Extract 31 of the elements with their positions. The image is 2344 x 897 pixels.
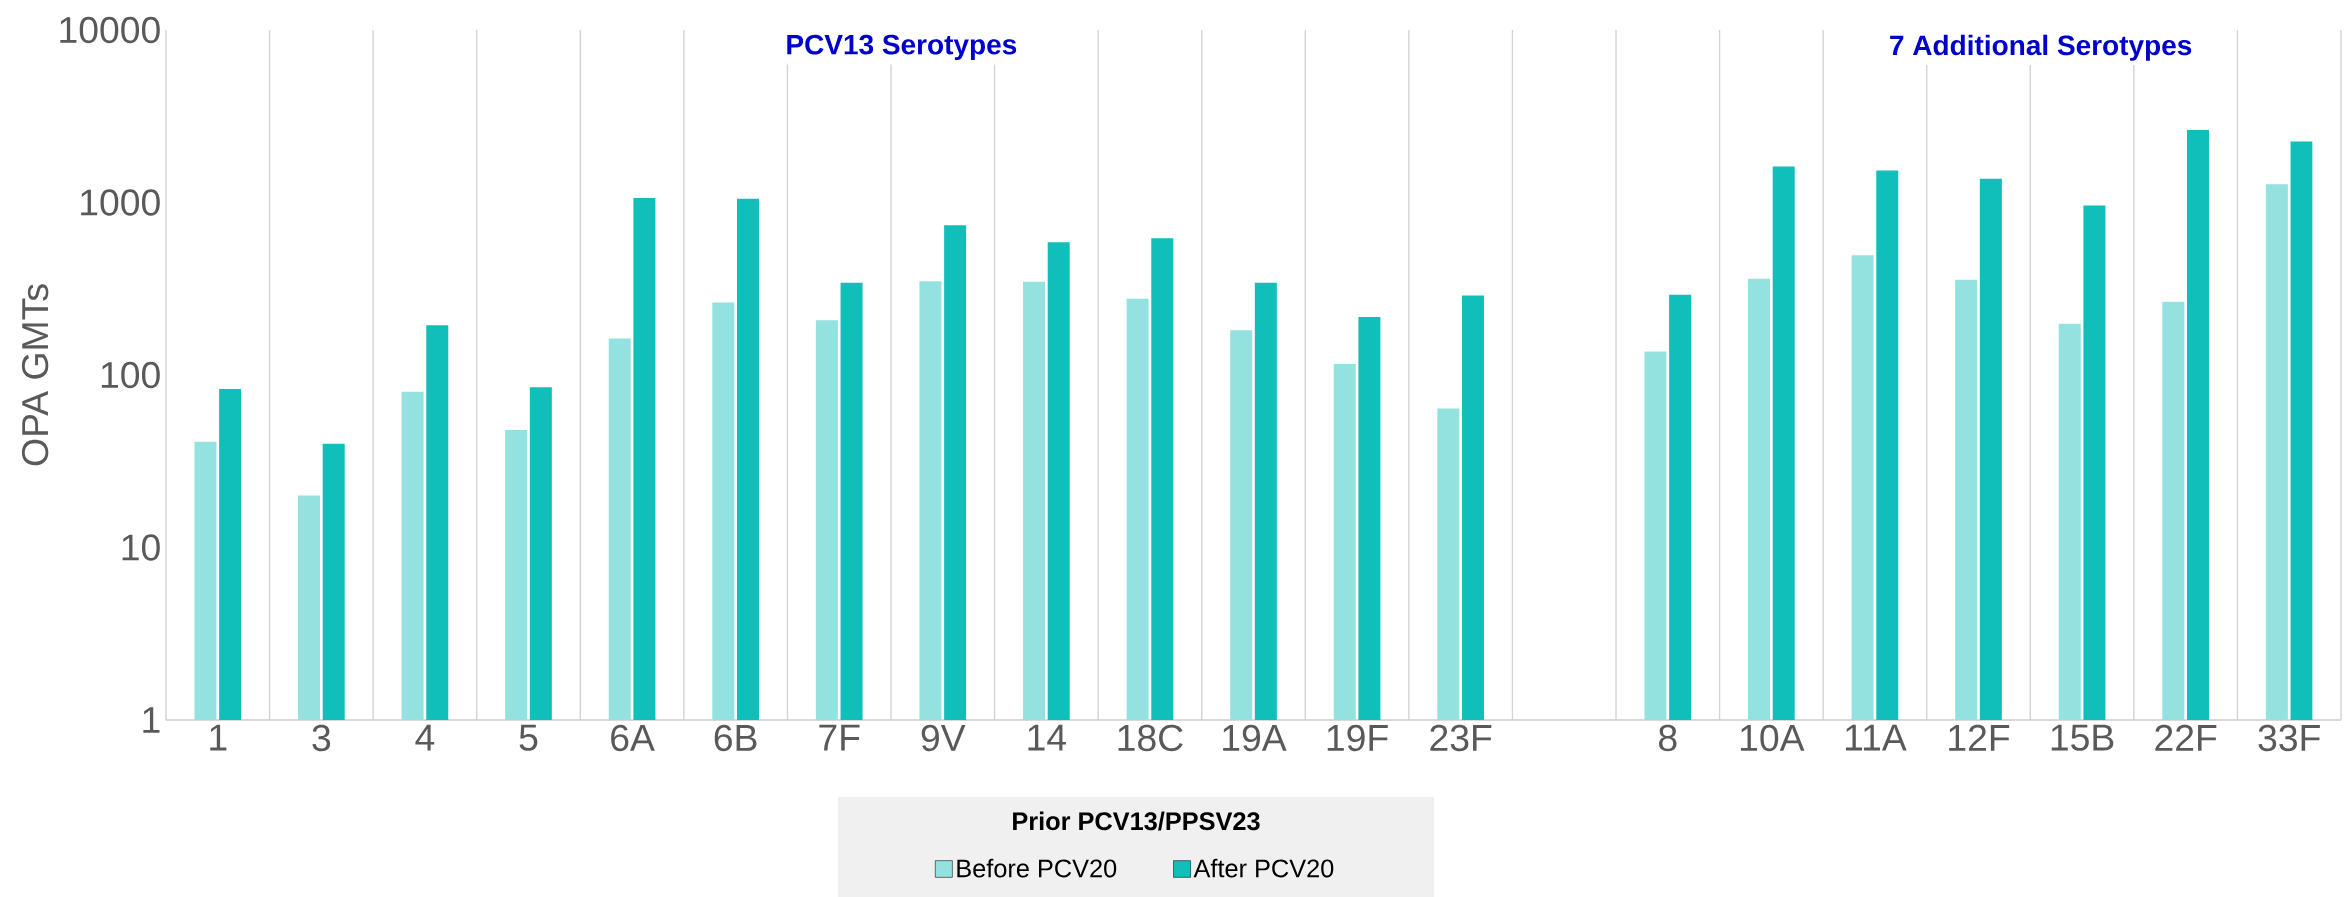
legend-label: Before PCV20	[957, 858, 1117, 878]
x-tick-label: 22F	[2155, 724, 2217, 751]
annotation: 7 Additional Serotypes	[1890, 34, 2192, 61]
x-tick-label: 12F	[1949, 724, 2010, 751]
legend-title: Prior PCV13/PPSV23	[1013, 811, 1260, 831]
x-tick-label: 7F	[819, 724, 860, 751]
x-tick-label: 4	[415, 724, 435, 751]
x-tick-label: 19A	[1223, 724, 1287, 752]
x-tick-label: 18C	[1118, 724, 1183, 752]
x-tick-label: 5	[519, 724, 538, 751]
x-tick-label: 11A	[1845, 724, 1907, 751]
x-tick-label: 3	[312, 724, 331, 752]
y-tick-label: 10	[122, 534, 160, 561]
x-tick-label: 14	[1028, 724, 1067, 751]
y-axis-title: OPA GMTs	[21, 284, 49, 466]
x-tick-label: 9V	[921, 724, 966, 752]
y-tick-label: 10000	[60, 16, 160, 44]
y-tick-label: 1	[143, 707, 160, 733]
x-tick-label: 33F	[2258, 724, 2320, 752]
x-tick-label: 6A	[611, 724, 655, 752]
annotation: PCV13 Serotypes	[787, 34, 1017, 61]
x-tick-label: 23F	[1430, 724, 1492, 752]
legend-label: After PCV20	[1193, 858, 1334, 878]
y-tick-label: 100	[101, 361, 160, 389]
x-tick-label: 19F	[1327, 724, 1388, 752]
x-tick-label: 6B	[714, 724, 757, 752]
y-tick-label: 1000	[81, 189, 160, 216]
x-tick-label: 8	[1659, 724, 1677, 752]
x-tick-label: 15B	[2051, 724, 2114, 751]
x-tick-label: 10A	[1740, 724, 1805, 752]
x-tick-label: 1	[210, 724, 227, 751]
